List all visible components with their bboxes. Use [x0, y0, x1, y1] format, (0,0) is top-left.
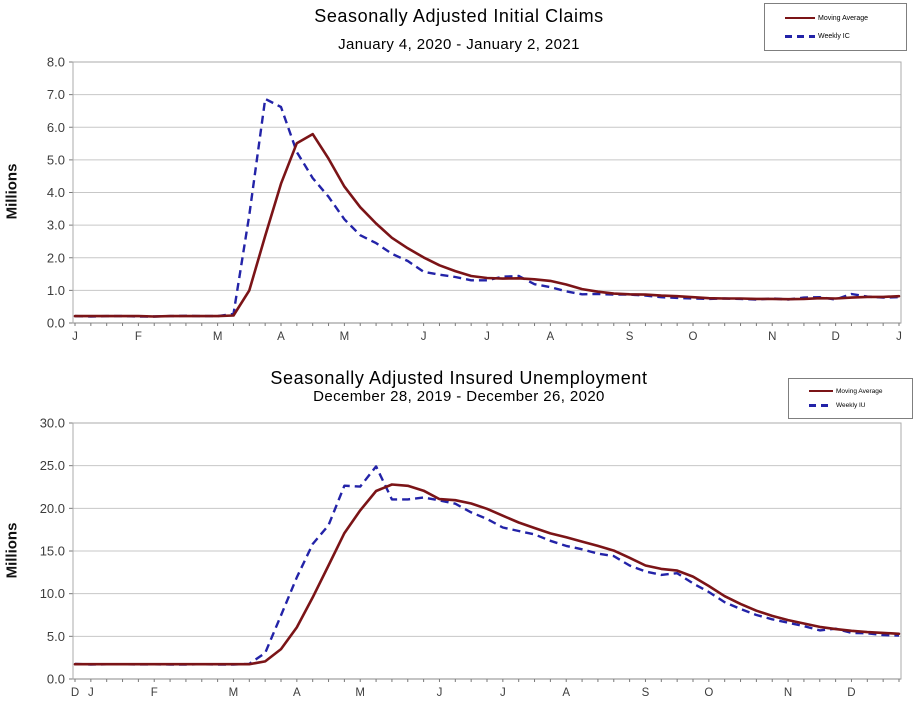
y-tick-label: 6.0	[47, 120, 65, 135]
insured-unemployment-subtitle: December 28, 2019 - December 26, 2020	[313, 388, 605, 405]
y-tick-label: 4.0	[47, 185, 65, 200]
legend-item-weekly-ic: Weekly IC	[785, 33, 902, 40]
x-month-label: J	[72, 331, 78, 343]
x-month-label: A	[277, 331, 285, 343]
x-month-label: F	[135, 331, 142, 343]
moving-average-line-icon	[785, 17, 815, 19]
y-tick-label: 0.0	[47, 316, 65, 331]
y-tick-label: 20.0	[40, 501, 65, 516]
x-month-label: F	[151, 687, 158, 699]
chart-1-plot-area: 0.05.010.015.020.025.030.0D J F M A M J J A S O N D	[40, 416, 902, 699]
x-month-label: A	[547, 331, 555, 343]
x-month-label: O	[704, 687, 713, 699]
x-month-label: D	[847, 687, 855, 699]
legend-item-moving-average: Moving Average	[785, 15, 902, 22]
x-month-label: O	[689, 331, 698, 343]
x-month-label: A	[562, 687, 570, 699]
y-tick-label: 30.0	[40, 416, 65, 431]
x-month-label: D	[831, 331, 839, 343]
initial-claims-subtitle: January 4, 2020 - January 2, 2021	[338, 36, 580, 53]
chart-0-plot-area: 0.0 1.0 2.0 3.0 4.0 5.0 6.0 7.0 8.0 J F M A M J J A S O N D J	[47, 55, 902, 344]
x-month-label: S	[626, 331, 634, 343]
weekly-ic-line-icon	[785, 34, 815, 38]
x-month-label: J	[896, 331, 902, 343]
y-tick-label: 1.0	[47, 283, 65, 298]
x-month-label: S	[642, 687, 650, 699]
x-month-label: M	[213, 331, 223, 343]
x-month-label: J	[484, 331, 490, 343]
legend-item-weekly-iu: Weekly IU	[809, 402, 908, 409]
x-month-label: D	[71, 687, 79, 699]
initial-claims-legend: Moving Average Weekly IC	[764, 3, 907, 51]
y-tick-label: 3.0	[47, 218, 65, 233]
y-tick-label: 8.0	[47, 55, 65, 70]
moving-average-line	[73, 132, 901, 318]
x-month-label: M	[229, 687, 239, 699]
insured-unemployment-legend: Moving Average Weekly IU	[788, 378, 913, 419]
weekly-ic-line	[74, 97, 900, 318]
y-tick-label: 15.0	[40, 544, 65, 559]
initial-claims-y-axis-label: Millions	[3, 163, 21, 220]
y-tick-label: 0.0	[47, 672, 65, 687]
x-month-label: J	[500, 687, 506, 699]
legend-label-weekly-ic: Weekly IC	[818, 32, 850, 40]
initial-claims-title: Seasonally Adjusted Initial Claims	[314, 6, 604, 26]
moving-average-line-icon	[809, 390, 833, 393]
x-month-label: J	[437, 687, 443, 699]
legend-item-moving-average: Moving Average	[809, 388, 908, 395]
insured-unemployment-title: Seasonally Adjusted Insured Unemployment	[270, 368, 648, 388]
x-month-label: M	[355, 687, 365, 699]
x-month-label: N	[784, 687, 792, 699]
x-month-label: J	[88, 687, 94, 699]
legend-label-moving-average: Moving Average	[836, 387, 883, 395]
insured-unemployment-y-axis-label: Millions	[3, 522, 21, 579]
y-tick-label: 5.0	[47, 152, 65, 167]
weekly-iu-line	[74, 465, 900, 666]
x-month-label: A	[293, 687, 301, 699]
legend-label-moving-average: Moving Average	[818, 14, 869, 22]
moving-average-line	[73, 483, 901, 666]
x-month-label: N	[768, 331, 776, 343]
x-month-label: M	[340, 331, 350, 343]
y-tick-label: 25.0	[40, 458, 65, 473]
weekly-iu-line-icon	[809, 404, 833, 408]
y-tick-label: 7.0	[47, 87, 65, 102]
y-tick-label: 5.0	[47, 629, 65, 644]
legend-label-weekly-iu: Weekly IU	[836, 402, 866, 410]
x-month-label: J	[421, 331, 427, 343]
y-tick-label: 2.0	[47, 250, 65, 265]
y-tick-label: 10.0	[40, 586, 65, 601]
